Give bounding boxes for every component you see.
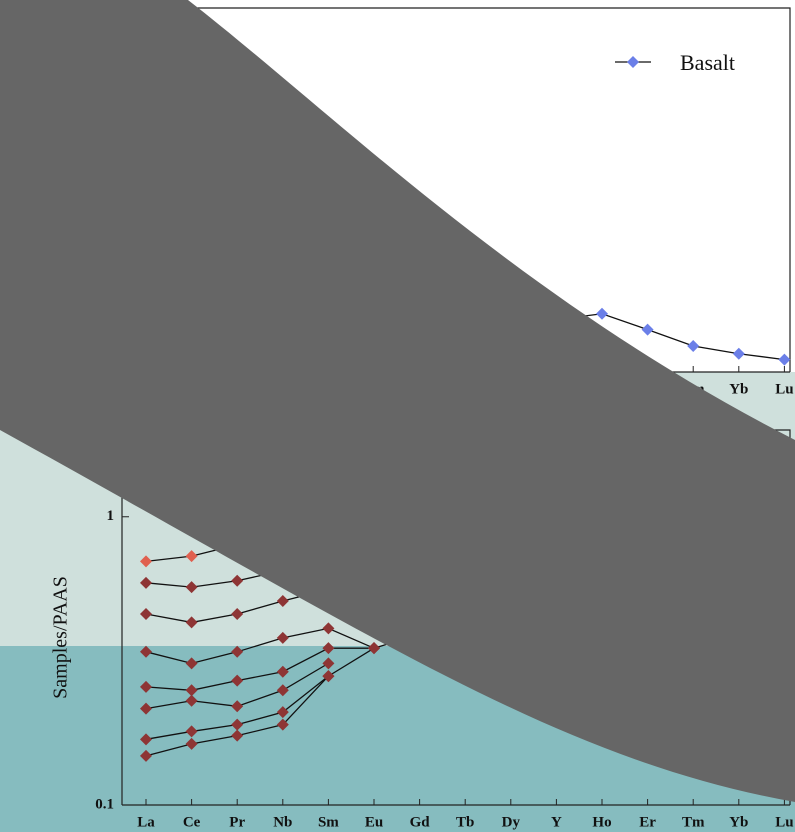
data-point	[185, 684, 198, 697]
data-point	[778, 353, 791, 366]
data-point	[596, 307, 608, 320]
data-point	[185, 581, 198, 594]
data-point	[140, 733, 152, 746]
data-point	[276, 665, 289, 678]
x-tick-label: Yb	[729, 814, 748, 830]
data-point	[185, 725, 198, 738]
data-point	[231, 700, 244, 713]
x-tick-label: Tm	[682, 814, 705, 830]
data-point	[140, 749, 152, 762]
x-tick-label: Y	[551, 814, 562, 830]
data-point	[276, 684, 289, 697]
x-tick-label: Lu	[775, 381, 793, 397]
data-point	[231, 607, 244, 620]
series-line	[145, 627, 375, 665]
data-point	[368, 642, 380, 655]
data-point	[687, 339, 700, 352]
data-point	[185, 550, 198, 563]
x-tick-label: Er	[639, 814, 656, 830]
x-tick-label: La	[137, 814, 155, 830]
x-tick-label: Ce	[183, 814, 201, 830]
x-tick-label: Dy	[502, 814, 521, 830]
data-point	[140, 555, 152, 568]
data-point	[276, 631, 289, 644]
data-point	[140, 576, 152, 589]
data-point	[185, 737, 198, 750]
data-point	[322, 657, 335, 670]
data-point	[231, 718, 244, 731]
data-point	[185, 694, 198, 707]
y-tick-label: 1	[107, 508, 115, 524]
y-axis-label: Samples/PAAS	[50, 576, 72, 699]
data-point	[231, 645, 244, 658]
data-point	[140, 680, 152, 693]
x-tick-label: Lu	[775, 814, 793, 830]
y-tick-label: 0.1	[95, 796, 114, 812]
x-tick-label: Eu	[365, 814, 383, 830]
data-point	[276, 718, 289, 731]
x-tick-label: Ho	[592, 814, 611, 830]
x-tick-label: Tb	[456, 814, 474, 830]
data-point	[322, 670, 335, 683]
data-point	[231, 729, 244, 742]
data-point	[322, 642, 335, 655]
data-point	[140, 607, 152, 620]
data-point	[185, 616, 198, 629]
data-point	[641, 323, 654, 336]
data-point	[322, 622, 335, 635]
occluder	[0, 0, 795, 802]
data-point	[276, 706, 289, 719]
data-point	[732, 347, 745, 360]
x-tick-label: Nb	[273, 814, 292, 830]
data-point	[231, 674, 244, 687]
data-point	[140, 645, 152, 658]
data-point	[231, 574, 244, 587]
legend-label: Basalt	[680, 50, 735, 75]
x-tick-label: Sm	[318, 814, 339, 830]
series-line	[145, 647, 375, 740]
data-point	[185, 657, 198, 670]
x-tick-label: Yb	[729, 381, 748, 397]
legend-marker	[627, 56, 639, 68]
data-point	[276, 595, 289, 608]
x-tick-label: Pr	[229, 814, 245, 830]
data-point	[140, 702, 152, 715]
x-tick-label: Gd	[410, 814, 431, 830]
